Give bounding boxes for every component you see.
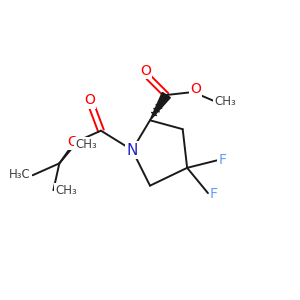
Text: CH₃: CH₃: [55, 184, 77, 197]
Polygon shape: [150, 92, 170, 120]
Text: F: F: [219, 153, 227, 167]
Text: CH₃: CH₃: [214, 95, 236, 108]
Text: O: O: [190, 82, 201, 96]
Text: N: N: [127, 142, 138, 158]
Text: O: O: [67, 135, 78, 149]
Text: CH₃: CH₃: [76, 138, 98, 152]
Text: H₃C: H₃C: [9, 168, 31, 181]
Text: O: O: [84, 93, 95, 107]
Text: O: O: [140, 64, 151, 78]
Text: F: F: [210, 187, 218, 201]
